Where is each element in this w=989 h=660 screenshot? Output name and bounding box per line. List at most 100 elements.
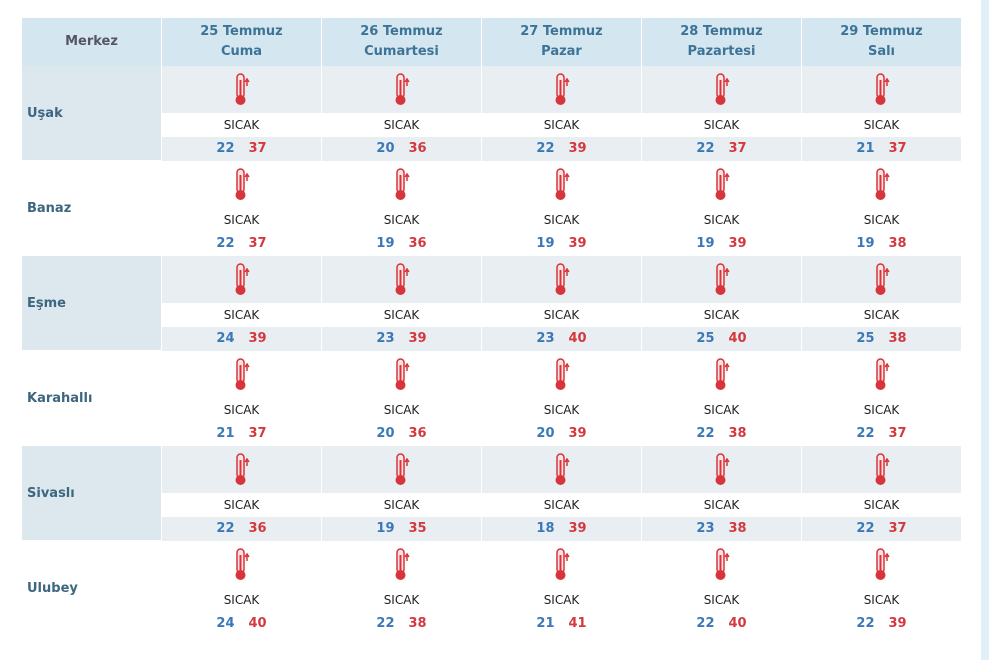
condition: SICAK <box>322 588 481 612</box>
thermometer-icon <box>875 168 890 200</box>
thermometer-icon <box>235 358 250 390</box>
temps: 19 39 <box>482 232 641 256</box>
temps: 22 39 <box>482 137 641 161</box>
temps: 23 40 <box>482 327 641 351</box>
icon-cell <box>802 256 961 303</box>
icon-cell <box>162 161 321 208</box>
day-date: 25 Temmuz <box>200 24 283 39</box>
condition: SICAK <box>162 493 321 517</box>
thermometer-icon <box>395 168 410 200</box>
min-temp: 22 <box>216 236 235 251</box>
icon-cell <box>322 446 481 493</box>
day-header: 25 Temmuz Cuma <box>162 18 321 66</box>
icon-cell <box>642 351 801 398</box>
temps: 20 36 <box>322 137 481 161</box>
temps: 19 39 <box>642 232 801 256</box>
min-temp: 25 <box>856 331 875 346</box>
thermometer-icon <box>555 168 570 200</box>
max-temp: 41 <box>568 616 587 631</box>
temps: 19 35 <box>322 517 481 541</box>
day-date: 26 Temmuz <box>360 24 443 39</box>
max-temp: 38 <box>888 331 907 346</box>
temps: 23 39 <box>322 327 481 351</box>
condition: SICAK <box>482 303 641 327</box>
day-day: Cuma <box>220 44 263 59</box>
icon-cell <box>322 256 481 303</box>
min-temp: 19 <box>376 521 395 536</box>
condition: SICAK <box>322 398 481 422</box>
condition: SICAK <box>162 303 321 327</box>
day-date: 28 Temmuz <box>680 24 763 39</box>
thermometer-icon <box>235 263 250 295</box>
thermometer-icon <box>715 548 730 580</box>
icon-cell <box>642 161 801 208</box>
thermometer-icon <box>395 358 410 390</box>
icon-cell <box>802 161 961 208</box>
thermometer-icon <box>395 263 410 295</box>
min-temp: 20 <box>376 426 395 441</box>
row-name: Eşme <box>22 256 161 350</box>
min-temp: 23 <box>696 521 715 536</box>
max-temp: 39 <box>568 236 587 251</box>
min-temp: 22 <box>376 616 395 631</box>
min-temp: 19 <box>536 236 555 251</box>
condition: SICAK <box>482 113 641 137</box>
temps: 22 37 <box>162 232 321 256</box>
min-temp: 22 <box>696 616 715 631</box>
temps: 24 40 <box>162 612 321 636</box>
max-temp: 37 <box>888 141 907 156</box>
min-temp: 22 <box>856 616 875 631</box>
thermometer-icon <box>235 453 250 485</box>
day-header: 28 Temmuz Pazartesi <box>642 18 801 66</box>
icon-cell <box>482 541 641 588</box>
condition: SICAK <box>162 113 321 137</box>
max-temp: 37 <box>248 426 267 441</box>
icon-cell <box>322 161 481 208</box>
row-name: Sivaslı <box>22 446 161 540</box>
thermometer-icon <box>875 548 890 580</box>
min-temp: 21 <box>216 426 235 441</box>
temps: 19 36 <box>322 232 481 256</box>
temps: 25 40 <box>642 327 801 351</box>
condition: SICAK <box>322 303 481 327</box>
thermometer-icon <box>715 73 730 105</box>
temps: 19 38 <box>802 232 961 256</box>
max-temp: 39 <box>248 331 267 346</box>
icon-cell <box>482 66 641 113</box>
thermometer-icon <box>555 358 570 390</box>
icon-cell <box>802 351 961 398</box>
max-temp: 40 <box>728 331 747 346</box>
max-temp: 39 <box>568 521 587 536</box>
icon-cell <box>322 351 481 398</box>
min-temp: 22 <box>216 141 235 156</box>
temps: 18 39 <box>482 517 641 541</box>
min-temp: 22 <box>856 521 875 536</box>
max-temp: 39 <box>408 331 427 346</box>
icon-cell <box>162 66 321 113</box>
condition: SICAK <box>322 113 481 137</box>
thermometer-icon <box>875 358 890 390</box>
temps: 20 36 <box>322 422 481 446</box>
condition: SICAK <box>642 208 801 232</box>
thermometer-icon <box>715 358 730 390</box>
temps: 21 37 <box>162 422 321 446</box>
temps: 22 38 <box>642 422 801 446</box>
condition: SICAK <box>802 113 961 137</box>
max-temp: 36 <box>408 426 427 441</box>
day-day: Cumartesi <box>364 44 439 59</box>
thermometer-icon <box>715 168 730 200</box>
max-temp: 35 <box>408 521 427 536</box>
icon-cell <box>322 66 481 113</box>
max-temp: 40 <box>248 616 267 631</box>
temps: 22 39 <box>802 612 961 636</box>
min-temp: 24 <box>216 331 235 346</box>
temps: 22 37 <box>642 137 801 161</box>
max-temp: 38 <box>728 521 747 536</box>
temps: 22 36 <box>162 517 321 541</box>
min-temp: 19 <box>696 236 715 251</box>
row-name: Ulubey <box>22 541 161 635</box>
condition: SICAK <box>802 208 961 232</box>
max-temp: 38 <box>888 236 907 251</box>
min-temp: 22 <box>696 141 715 156</box>
